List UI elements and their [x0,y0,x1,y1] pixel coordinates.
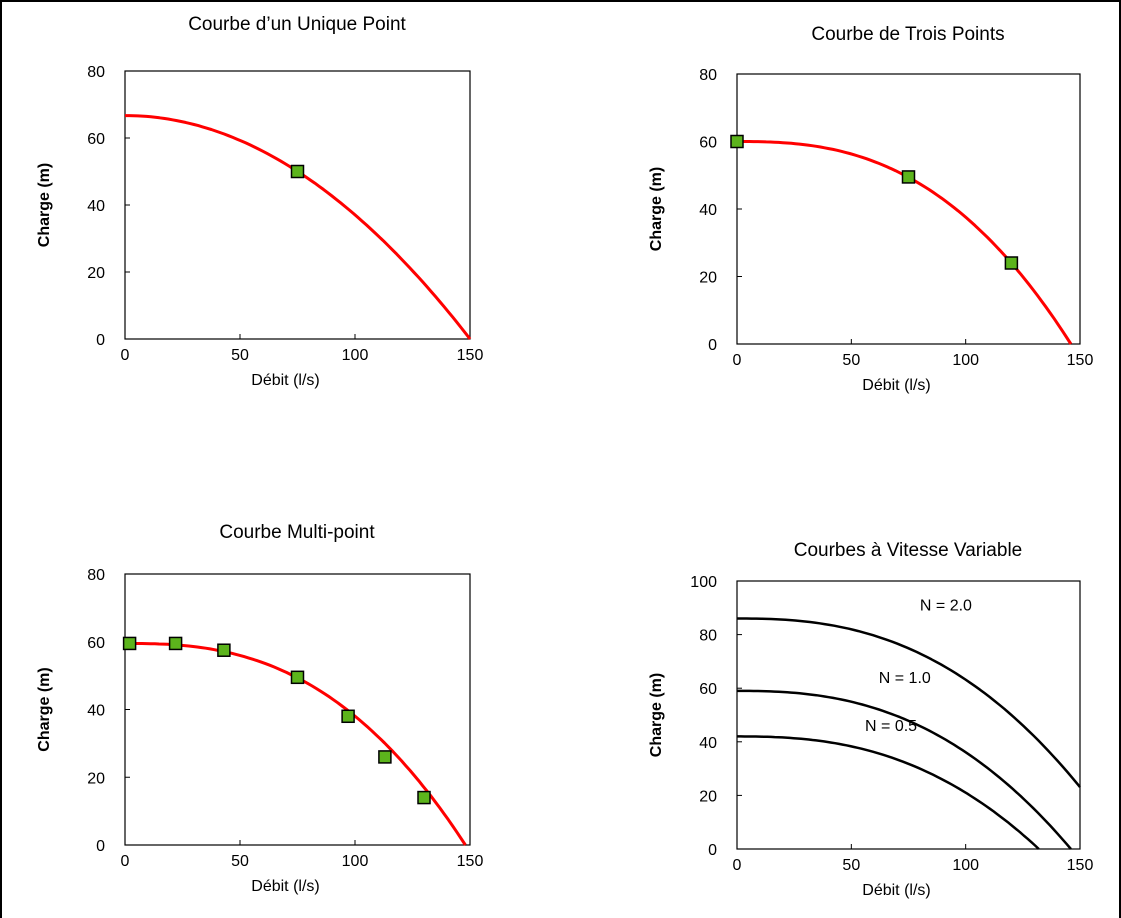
data-point-marker [730,134,744,149]
y-tick-label: 40 [87,703,105,720]
speed-curve-line [737,735,1040,850]
speed-curve-label: N = 1.0 [879,670,931,687]
speed-curve-line [737,617,1081,788]
y-tick-label: 80 [699,67,717,84]
x-axis-label: Débit (l/s) [862,377,930,394]
speed-curve-label: N = 2.0 [920,597,972,614]
x-tick-label: 100 [952,352,979,369]
y-tick-label: 60 [87,131,105,148]
data-point-marker [378,750,392,764]
data-point-marker [341,709,355,724]
y-axis-label: Charge (m) [648,673,665,757]
chart-title: Courbes à Vitesse Variable [794,540,1022,561]
x-tick-label: 100 [342,853,369,870]
x-tick-label: 150 [1067,352,1094,369]
x-tick-label: 50 [842,857,860,874]
data-point-marker [417,790,431,805]
x-tick-label: 50 [842,352,860,369]
x-axis-label: Débit (l/s) [251,878,319,895]
plot-area [124,573,471,846]
plot-area [736,73,1081,345]
y-tick-label: 20 [87,770,105,787]
x-tick-label: 50 [231,853,249,870]
x-tick-label: 150 [1067,857,1094,874]
y-tick-label: 0 [708,842,717,859]
plot-area [736,580,1081,850]
y-tick-label: 80 [87,64,105,81]
chart-panel-4: Courbes à Vitesse Variable 0 50 100 150 0 20 40… [648,540,1093,899]
y-axis-label: Charge (m) [648,167,665,251]
x-axis-label: Débit (l/s) [251,372,319,389]
y-tick-label: 0 [96,332,105,349]
y-tick-label: 60 [699,135,717,152]
chart-panel-3: Courbe Multi-point 0 50 100 150 0 20 40 60 80 Débi… [36,522,483,895]
x-tick-label: 150 [457,347,484,364]
y-tick-label: 20 [87,265,105,282]
y-tick-label: 0 [708,337,717,354]
data-point-marker [122,636,137,651]
x-tick-label: 150 [457,853,484,870]
y-tick-label: 20 [699,788,717,805]
data-point-marker [1004,256,1019,270]
y-tick-label: 60 [87,635,105,652]
x-tick-label: 0 [733,352,742,369]
y-tick-label: 20 [699,270,717,287]
data-point-marker [217,643,231,657]
y-tick-label: 40 [87,198,105,215]
y-tick-label: 40 [699,735,717,752]
chart-panel-1: Courbe d’un Unique Point 0 50 100 150 0 20 40 60… [36,14,483,389]
data-point-marker [290,670,305,685]
y-tick-label: 80 [699,628,717,645]
data-point-marker [290,164,305,179]
speed-curve-label: N = 0.5 [865,718,917,735]
data-point-marker [168,636,183,651]
x-tick-label: 100 [952,857,979,874]
y-tick-label: 40 [699,202,717,219]
chart-title: Courbe d’un Unique Point [188,14,406,35]
plot-area [124,70,471,340]
y-tick-label: 80 [87,567,105,584]
chart-panel-2: Courbe de Trois Points 0 50 100 150 0 20 40 60 80… [648,24,1093,394]
chart-title: Courbe Multi-point [219,522,375,543]
chart-title: Courbe de Trois Points [811,24,1004,45]
data-point-marker [901,170,916,184]
y-tick-label: 60 [699,681,717,698]
x-tick-label: 0 [121,347,130,364]
x-tick-label: 50 [231,347,249,364]
y-axis-label: Charge (m) [36,667,53,751]
x-tick-label: 100 [342,347,369,364]
pump-curve-line [125,114,472,340]
x-tick-label: 0 [733,857,742,874]
y-tick-label: 100 [690,574,717,591]
x-axis-label: Débit (l/s) [862,882,930,899]
speed-curve-line [737,689,1072,850]
y-axis-label: Charge (m) [36,163,53,247]
x-tick-label: 0 [121,853,130,870]
y-tick-label: 0 [96,838,105,855]
